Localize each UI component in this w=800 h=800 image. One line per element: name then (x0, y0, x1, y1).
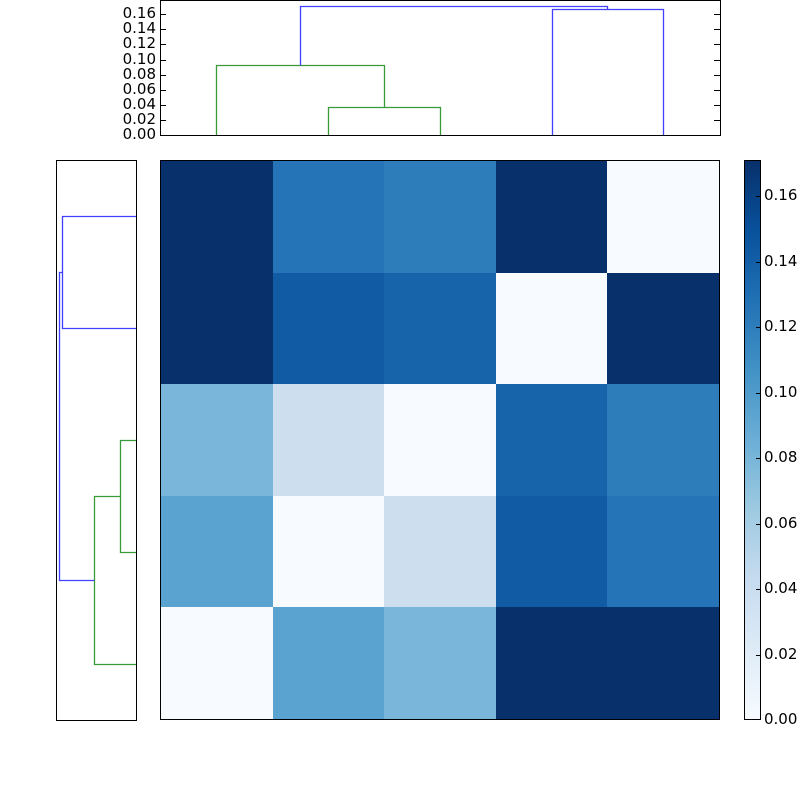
heatmap-cell (607, 607, 719, 719)
top-dendrogram-axes (160, 0, 721, 136)
colorbar (744, 160, 761, 720)
colorbar-tick-label: 0.08 (764, 448, 798, 466)
top-ytick-label: 0.16 (122, 4, 156, 22)
left-dendrogram-axes (56, 160, 137, 721)
colorbar-tick-label: 0.02 (764, 645, 798, 663)
heatmap-cell (495, 384, 608, 496)
heatmap-cell (161, 161, 273, 273)
heatmap-cell (272, 272, 385, 385)
top-ytick-label: 0.06 (122, 80, 156, 98)
top-ytick-label: 0.04 (122, 95, 156, 113)
heatmap-cell (607, 272, 719, 385)
heatmap-cell (495, 495, 608, 608)
heatmap-cell (384, 607, 496, 719)
heatmap-cell (495, 607, 608, 719)
colorbar-tick-label: 0.12 (764, 317, 798, 335)
heatmap-cell (272, 607, 385, 719)
top-ytick-label: 0.00 (122, 125, 156, 143)
heatmap-cell (495, 272, 608, 385)
heatmap-cell (607, 384, 719, 496)
heatmap-cell (272, 384, 385, 496)
heatmap-cell (384, 161, 496, 273)
colorbar-tick-label: 0.14 (764, 252, 798, 270)
top-ytick-label: 0.10 (122, 50, 156, 68)
heatmap-cell (272, 495, 385, 608)
top-ytick-label: 0.02 (122, 110, 156, 128)
heatmap-cell (161, 495, 273, 608)
heatmap-cell (161, 607, 273, 719)
colorbar-tick-label: 0.16 (764, 186, 798, 204)
top-ytick-label: 0.08 (122, 65, 156, 83)
heatmap-cell (161, 384, 273, 496)
heatmap-cell (495, 161, 608, 273)
heatmap-cell (272, 161, 385, 273)
heatmap-cell (607, 161, 719, 273)
top-ytick-label: 0.14 (122, 19, 156, 37)
top-ytick-label: 0.12 (122, 34, 156, 52)
heatmap-cell (607, 495, 719, 608)
heatmap-cell (384, 272, 496, 385)
heatmap-cell (161, 272, 273, 385)
heatmap-cell (384, 495, 496, 608)
heatmap-cell (384, 384, 496, 496)
colorbar-tick-label: 0.10 (764, 383, 798, 401)
heatmap-matrix (160, 160, 720, 720)
colorbar-tick-label: 0.00 (764, 710, 798, 728)
colorbar-tick-label: 0.04 (764, 579, 798, 597)
colorbar-tick-label: 0.06 (764, 514, 798, 532)
